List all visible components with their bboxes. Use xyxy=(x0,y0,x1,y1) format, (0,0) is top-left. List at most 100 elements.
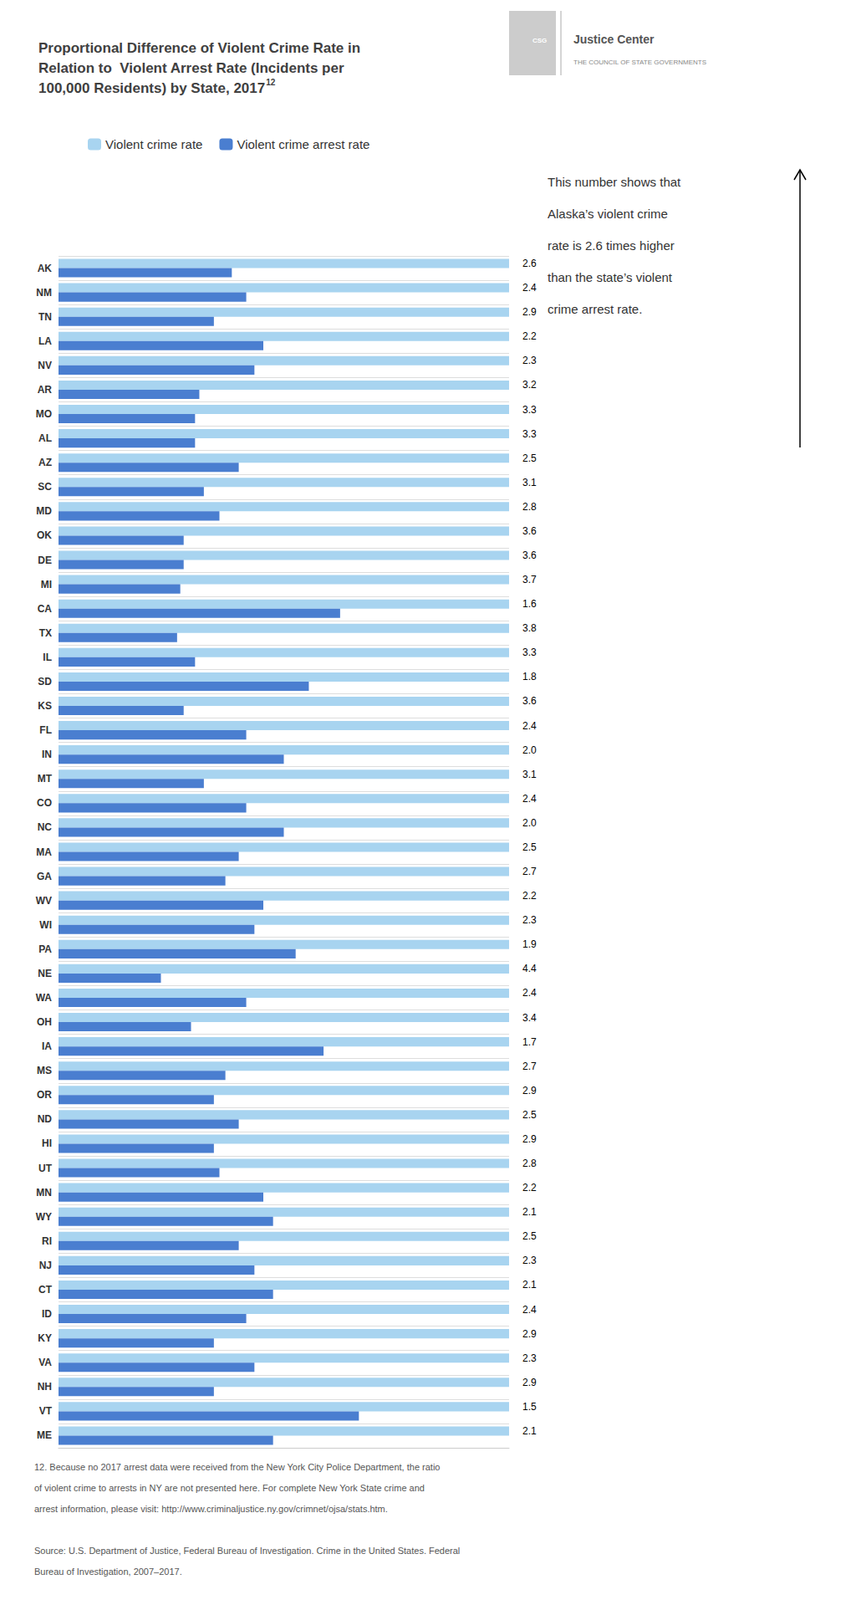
svg-text:Source: U.S. Department of Jus: Source: U.S. Department of Justice, Fede… xyxy=(34,1544,460,1555)
svg-text:2.5: 2.5 xyxy=(522,840,537,853)
svg-text:SD: SD xyxy=(37,675,52,688)
svg-text:2.8: 2.8 xyxy=(522,500,537,513)
svg-text:2.9: 2.9 xyxy=(522,1132,537,1145)
svg-text:NM: NM xyxy=(35,286,52,299)
svg-text:IA: IA xyxy=(41,1039,52,1052)
svg-text:Bureau of Investigation, 2007–: Bureau of Investigation, 2007–2017. xyxy=(34,1565,183,1576)
svg-text:3.4: 3.4 xyxy=(522,1011,537,1024)
svg-text:OK: OK xyxy=(36,529,52,541)
svg-text:OH: OH xyxy=(36,1015,52,1028)
svg-text:UT: UT xyxy=(38,1161,53,1174)
svg-text:MT: MT xyxy=(37,772,53,785)
svg-text:3.2: 3.2 xyxy=(522,378,537,391)
svg-text:WV: WV xyxy=(35,894,52,907)
svg-text:2.4: 2.4 xyxy=(522,719,537,732)
svg-text:3.6: 3.6 xyxy=(522,549,537,561)
svg-text:than the state’s violent: than the state’s violent xyxy=(547,270,673,285)
svg-text:NJ: NJ xyxy=(39,1258,52,1271)
svg-text:12. Because no 2017 arrest dat: 12. Because no 2017 arrest data were rec… xyxy=(34,1461,440,1472)
svg-text:MA: MA xyxy=(35,845,52,858)
svg-text:2.3: 2.3 xyxy=(522,354,537,367)
svg-text:TN: TN xyxy=(38,310,52,323)
svg-text:MI: MI xyxy=(40,578,52,591)
svg-text:VA: VA xyxy=(38,1355,52,1368)
svg-text:2.9: 2.9 xyxy=(522,1375,537,1388)
svg-text:2.9: 2.9 xyxy=(522,1327,537,1340)
svg-text:AK: AK xyxy=(37,262,53,275)
svg-text:2.3: 2.3 xyxy=(522,1351,537,1364)
svg-text:NE: NE xyxy=(37,967,52,979)
svg-text:2.7: 2.7 xyxy=(522,1059,537,1072)
svg-text:TX: TX xyxy=(39,626,52,639)
svg-text:PA: PA xyxy=(38,942,52,955)
svg-text:2.5: 2.5 xyxy=(522,1229,537,1242)
svg-text:2.4: 2.4 xyxy=(522,792,537,805)
svg-text:AR: AR xyxy=(37,383,53,396)
svg-text:2.4: 2.4 xyxy=(522,281,537,294)
svg-text:2.8: 2.8 xyxy=(522,1156,537,1169)
svg-text:LA: LA xyxy=(38,335,52,347)
svg-text:2.1: 2.1 xyxy=(522,1278,537,1290)
svg-text:AL: AL xyxy=(38,432,52,444)
svg-text:Alaska’s violent crime: Alaska’s violent crime xyxy=(547,206,668,221)
svg-text:12: 12 xyxy=(265,77,276,87)
svg-text:2.0: 2.0 xyxy=(522,816,537,829)
svg-text:1.8: 1.8 xyxy=(522,670,537,683)
svg-text:3.1: 3.1 xyxy=(522,476,537,489)
svg-text:CA: CA xyxy=(37,602,53,615)
svg-text:rate is 2.6 times higher: rate is 2.6 times higher xyxy=(547,238,675,253)
svg-text:FL: FL xyxy=(39,723,52,736)
svg-text:MO: MO xyxy=(35,407,52,420)
svg-text:OR: OR xyxy=(36,1088,52,1101)
svg-text:3.6: 3.6 xyxy=(522,524,537,537)
svg-text:Violent crime arrest rate: Violent crime arrest rate xyxy=(236,137,370,152)
svg-text:KS: KS xyxy=(37,699,52,712)
svg-text:NV: NV xyxy=(37,359,52,372)
svg-text:ME: ME xyxy=(36,1428,52,1441)
svg-text:2.5: 2.5 xyxy=(522,1108,537,1121)
svg-text:2.2: 2.2 xyxy=(522,1181,537,1193)
svg-text:ID: ID xyxy=(41,1307,52,1320)
svg-text:3.6: 3.6 xyxy=(522,694,537,707)
svg-text:2.5: 2.5 xyxy=(522,452,537,464)
svg-text:1.5: 1.5 xyxy=(522,1400,537,1412)
svg-text:CT: CT xyxy=(38,1283,53,1295)
svg-text:GA: GA xyxy=(36,870,52,882)
svg-text:2.3: 2.3 xyxy=(522,1253,537,1266)
svg-text:THE COUNCIL OF STATE GOVERNMEN: THE COUNCIL OF STATE GOVERNMENTS xyxy=(573,58,707,67)
svg-text:AZ: AZ xyxy=(38,456,52,469)
svg-text:KY: KY xyxy=(37,1331,52,1344)
svg-text:NC: NC xyxy=(37,820,53,833)
svg-text:This number shows that: This number shows that xyxy=(547,174,682,189)
svg-text:arrest information, please vis: arrest information, please visit: http:/… xyxy=(34,1503,388,1514)
svg-text:2.3: 2.3 xyxy=(522,913,537,926)
svg-text:VT: VT xyxy=(39,1404,53,1417)
svg-text:2.2: 2.2 xyxy=(522,889,537,902)
svg-text:3.8: 3.8 xyxy=(522,621,537,634)
svg-text:3.3: 3.3 xyxy=(522,646,537,658)
svg-text:2.2: 2.2 xyxy=(522,330,537,342)
svg-text:2.1: 2.1 xyxy=(522,1424,537,1437)
svg-text:2.6: 2.6 xyxy=(522,257,537,270)
svg-text:3.1: 3.1 xyxy=(522,768,537,780)
svg-text:3.7: 3.7 xyxy=(522,573,537,586)
svg-text:WY: WY xyxy=(35,1210,52,1223)
svg-text:2.9: 2.9 xyxy=(522,1084,537,1096)
svg-text:MD: MD xyxy=(35,504,52,517)
svg-text:DE: DE xyxy=(37,554,52,566)
svg-text:WA: WA xyxy=(35,991,53,1004)
svg-text:Relation to Violent Arrest Ra: Relation to Violent Arrest Rate (Inciden… xyxy=(38,60,345,77)
svg-text:IN: IN xyxy=(41,748,52,760)
svg-text:of violent crime to arrests in: of violent crime to arrests in NY are no… xyxy=(34,1482,425,1493)
svg-text:100,000 Residents) by State, 2: 100,000 Residents) by State, 2017 xyxy=(38,80,265,97)
svg-text:2.7: 2.7 xyxy=(522,865,537,877)
svg-text:1.7: 1.7 xyxy=(522,1035,537,1048)
svg-text:crime arrest rate.: crime arrest rate. xyxy=(547,301,642,316)
svg-text:CSG: CSG xyxy=(532,36,547,45)
svg-text:3.3: 3.3 xyxy=(522,428,537,440)
svg-text:4.4: 4.4 xyxy=(522,962,537,974)
svg-text:SC: SC xyxy=(37,480,52,493)
svg-text:2.9: 2.9 xyxy=(522,305,537,318)
svg-text:ND: ND xyxy=(37,1112,53,1125)
svg-text:WI: WI xyxy=(39,918,52,931)
